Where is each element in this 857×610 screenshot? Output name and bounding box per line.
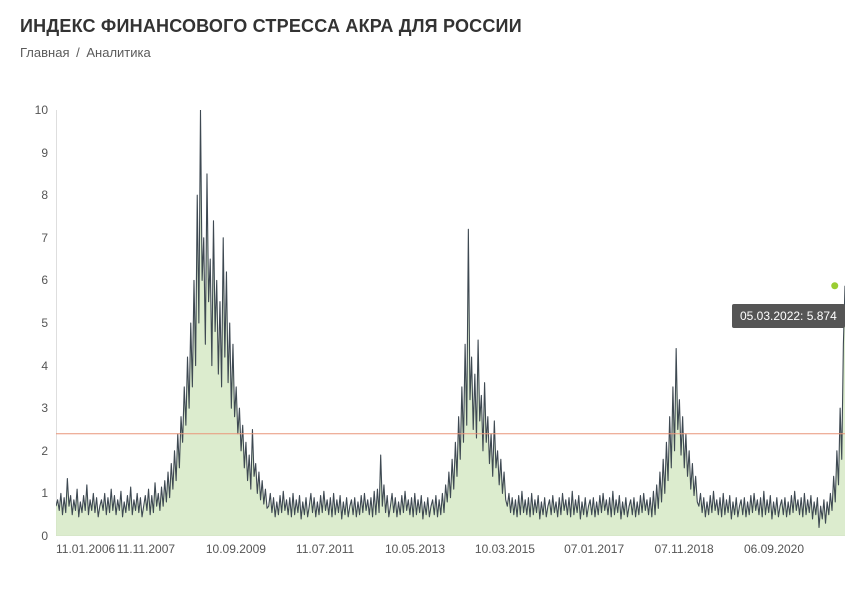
breadcrumb-separator: / [76, 45, 80, 60]
y-axis-labels: 012345678910 [20, 110, 52, 536]
chart-tooltip: 05.03.2022: 5.874 [732, 304, 845, 328]
page-title: ИНДЕКС ФИНАНСОВОГО СТРЕССА АКРА ДЛЯ РОСС… [20, 16, 837, 37]
x-axis-labels: 11.01.200611.11.200710.09.200911.07.2011… [56, 542, 845, 562]
plot-area[interactable] [56, 110, 845, 536]
breadcrumb-home[interactable]: Главная [20, 45, 69, 60]
stress-index-chart: 012345678910 11.01.200611.11.200710.09.2… [20, 110, 845, 570]
breadcrumb-current: Аналитика [86, 45, 150, 60]
breadcrumb: Главная / Аналитика [20, 45, 837, 60]
